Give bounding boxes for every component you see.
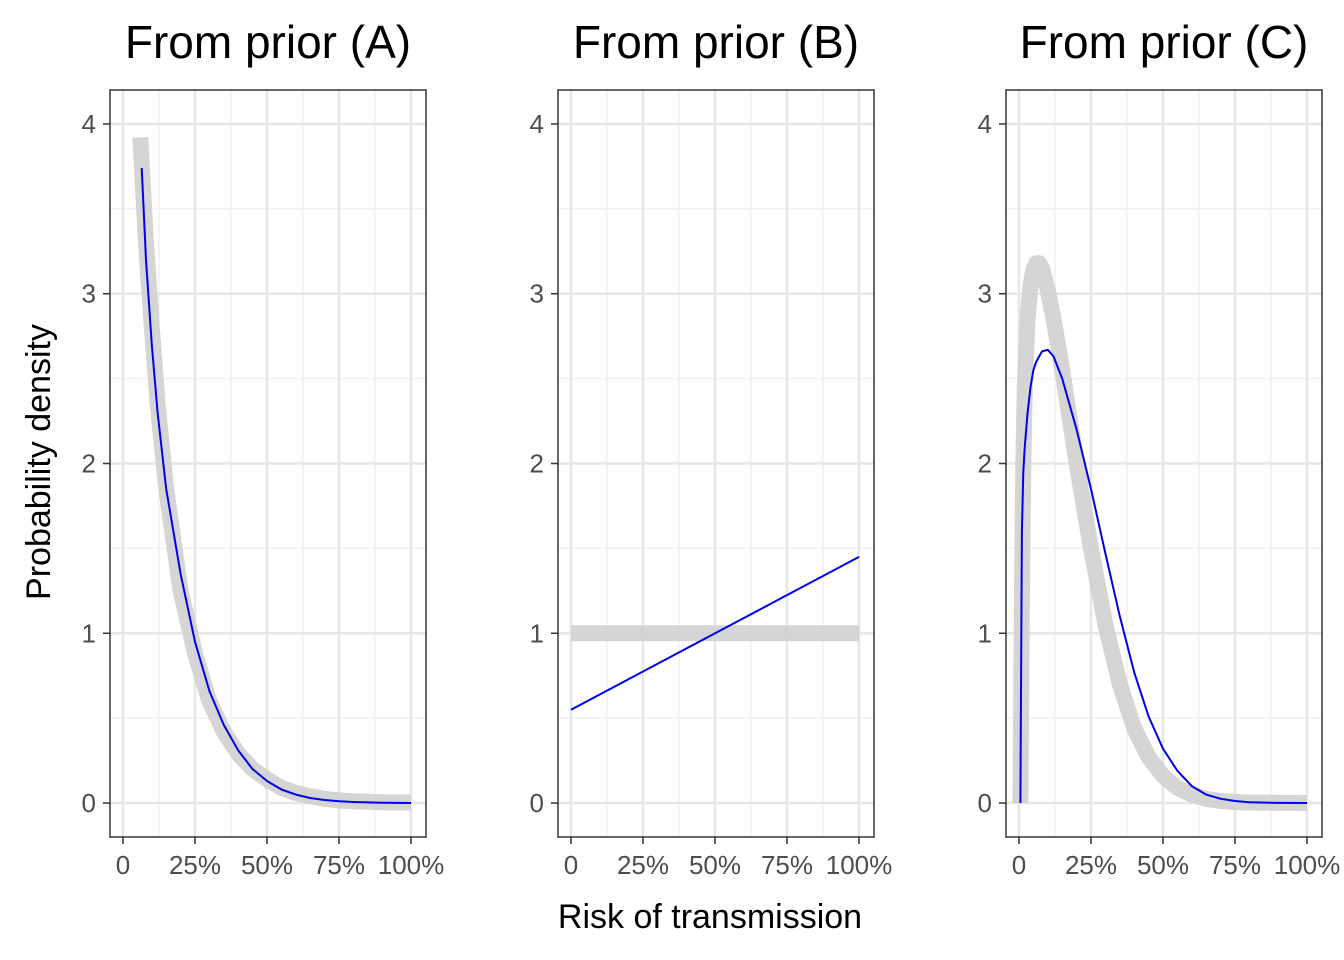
x-tick-label: 75%	[1209, 850, 1261, 880]
x-tick-label: 50%	[241, 850, 293, 880]
x-tick-label: 25%	[169, 850, 221, 880]
y-tick-label: 4	[530, 109, 544, 139]
panel-title: From prior (C)	[1020, 16, 1309, 68]
y-tick-label: 4	[82, 109, 96, 139]
posterior-density-line	[140, 168, 412, 804]
panel-2: 0 25% 50% 75% 100% 0 1 2 3 4 From prior (B)	[530, 16, 893, 880]
y-tick-label: 0	[978, 788, 992, 818]
y-tick-label: 1	[978, 618, 992, 648]
y-tick-label: 3	[82, 279, 96, 309]
x-tick-label: 0	[116, 850, 130, 880]
y-tick-label: 1	[82, 618, 96, 648]
x-tick-label: 50%	[1137, 850, 1189, 880]
y-tick-label: 2	[530, 449, 544, 479]
x-tick-label: 100%	[1274, 850, 1341, 880]
y-tick-label: 2	[978, 449, 992, 479]
x-tick-label: 50%	[689, 850, 741, 880]
panel-1: 0 25% 50% 75% 100% 0 1 2 3 4 From prior (A)	[82, 16, 445, 880]
y-tick-label: 1	[530, 618, 544, 648]
x-tick-label: 100%	[826, 850, 893, 880]
y-axis-title: Probability density	[20, 324, 58, 600]
y-tick-label: 0	[82, 788, 96, 818]
y-tick-label: 3	[530, 279, 544, 309]
y-tick-label: 2	[82, 449, 96, 479]
x-tick-label: 75%	[313, 850, 365, 880]
x-tick-label: 25%	[1065, 850, 1117, 880]
posterior-density-line	[570, 556, 860, 711]
prior-density-line	[1012, 255, 1308, 811]
x-tick-label: 75%	[761, 850, 813, 880]
y-tick-label: 0	[530, 788, 544, 818]
x-axis-title: Risk of transmission	[558, 898, 862, 936]
x-tick-label: 25%	[617, 850, 669, 880]
y-tick-label: 3	[978, 279, 992, 309]
posterior-density-line	[1019, 348, 1308, 804]
x-tick-label: 0	[564, 850, 578, 880]
panel-title: From prior (B)	[573, 16, 859, 68]
y-tick-label: 4	[978, 109, 992, 139]
x-tick-label: 100%	[378, 850, 445, 880]
panel-title: From prior (A)	[125, 16, 411, 68]
panel-3: 0 25% 50% 75% 100% 0 1 2 3 4 From prior (C)	[978, 16, 1341, 880]
x-tick-label: 0	[1012, 850, 1026, 880]
